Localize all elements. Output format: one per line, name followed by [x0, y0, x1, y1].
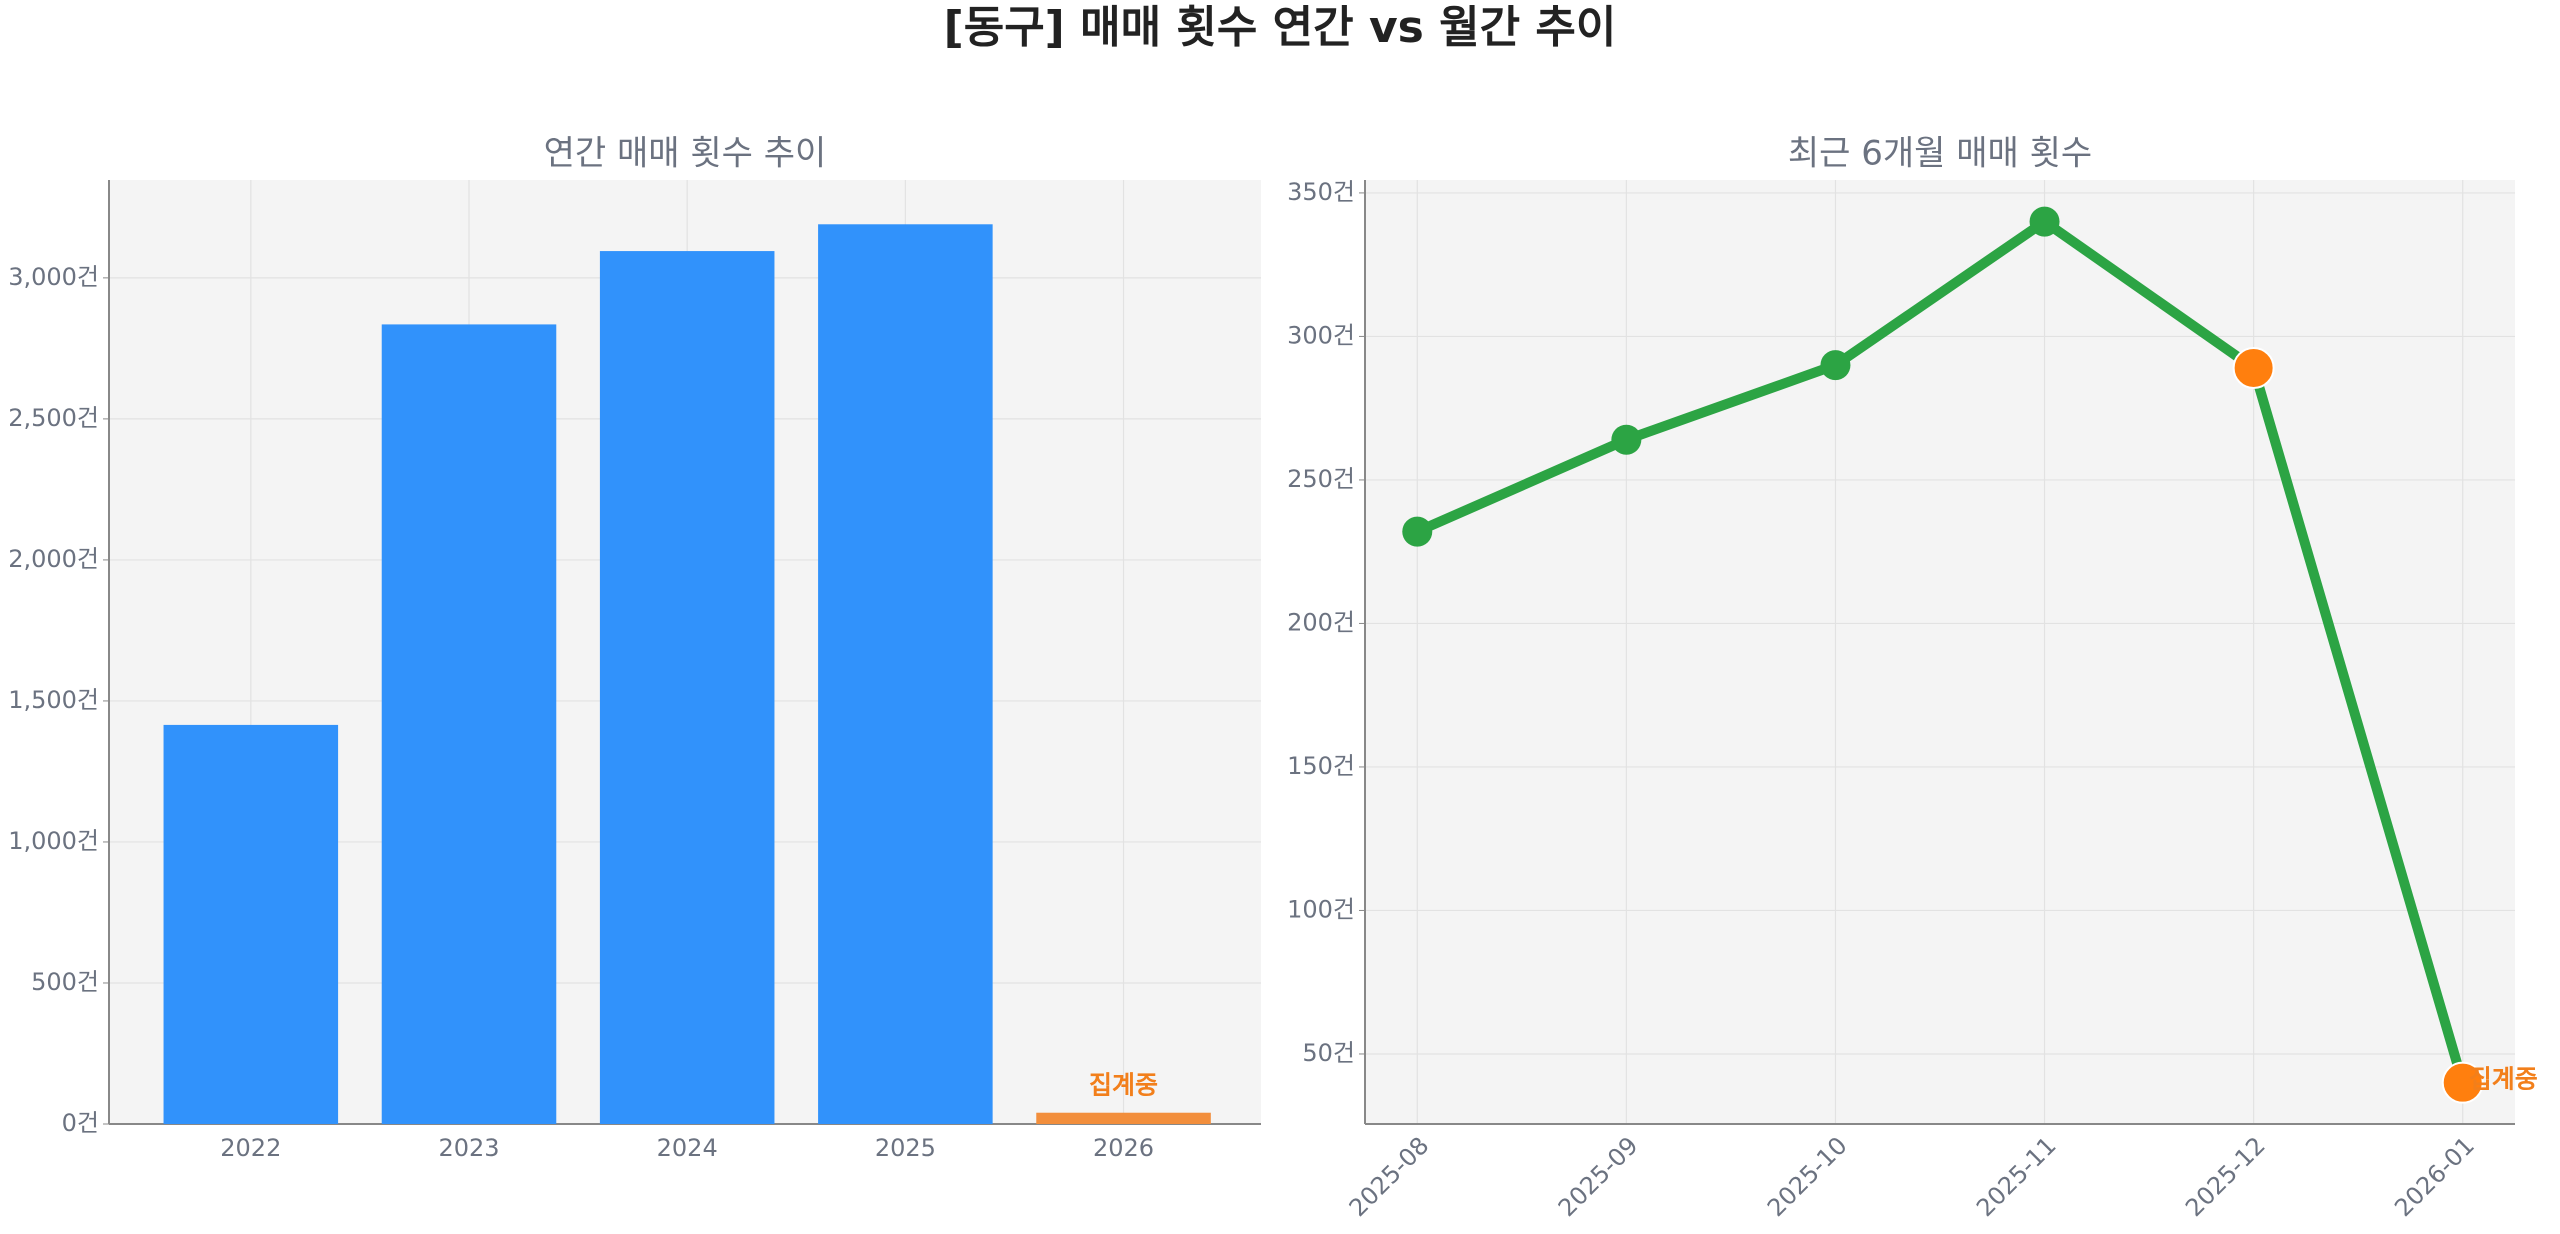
- y-tick-label: 1,000건: [8, 827, 99, 855]
- bar: [818, 224, 993, 1124]
- x-tick-label: 2022: [220, 1134, 281, 1162]
- marker: [2441, 1061, 2484, 1104]
- x-tick-label: 2023: [438, 1134, 499, 1162]
- y-tick-label: 300건: [1287, 321, 1355, 349]
- x-tick-label: 2025: [875, 1134, 936, 1162]
- y-tick-label: 250건: [1287, 465, 1355, 493]
- x-tick-label: 2026: [1093, 1134, 1154, 1162]
- y-tick-label: 3,000건: [8, 263, 99, 291]
- y-tick-label: 2,500건: [8, 404, 99, 432]
- bar: [163, 724, 339, 1124]
- y-tick-label: 350건: [1287, 178, 1355, 206]
- bar: [1036, 1112, 1211, 1124]
- x-tick-label: 2025-09: [1553, 1131, 1644, 1222]
- marker: [2232, 346, 2275, 389]
- y-tick-label: 500건: [31, 968, 99, 996]
- figure-title: [동구] 매매 횟수 연간 vs 월간 추이: [944, 2, 1617, 53]
- marker: [2029, 206, 2060, 237]
- x-tick-label: 2025-11: [1971, 1131, 2062, 1222]
- plot-background: [1365, 180, 2515, 1124]
- y-tick-label: 1,500건: [8, 686, 99, 714]
- y-tick-label: 50건: [1302, 1039, 1355, 1067]
- marker: [1820, 350, 1851, 381]
- x-tick-label: 2026-01: [2389, 1131, 2480, 1222]
- y-tick-label: 2,000건: [8, 545, 99, 573]
- x-tick-label: 2025-10: [1762, 1131, 1853, 1222]
- bar: [599, 251, 775, 1124]
- annotation: 집계중: [1089, 1071, 1158, 1100]
- x-tick-label: 2025-08: [1344, 1131, 1435, 1222]
- bar: [381, 324, 557, 1124]
- x-tick-label: 2025-12: [2180, 1131, 2271, 1222]
- y-tick-label: 0건: [62, 1109, 99, 1137]
- y-tick-label: 200건: [1287, 608, 1355, 636]
- y-tick-label: 150건: [1287, 752, 1355, 780]
- y-tick-label: 100건: [1287, 895, 1355, 923]
- x-tick-label: 2024: [657, 1134, 718, 1162]
- marker: [1402, 516, 1433, 547]
- marker: [1611, 424, 1642, 455]
- annotation: 집계중: [2469, 1065, 2538, 1094]
- line: [1415, 216, 2468, 1085]
- chart-title: 연간 매매 횟수 추이: [544, 134, 827, 174]
- chart-title: 최근 6개월 매매 횟수: [1788, 134, 2092, 174]
